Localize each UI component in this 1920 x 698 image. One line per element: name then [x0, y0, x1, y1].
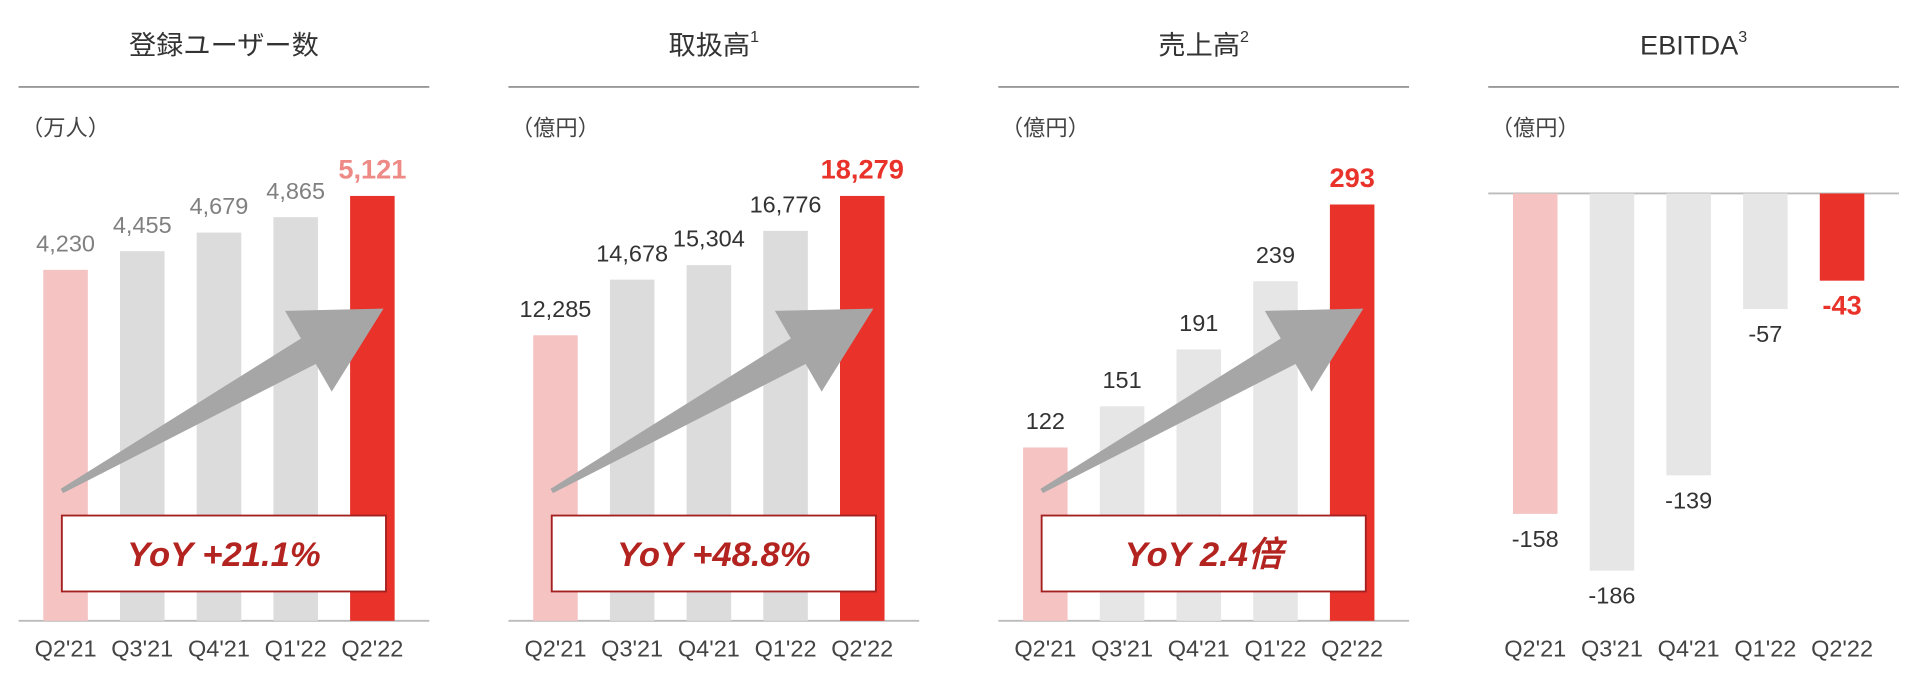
x-tick-label: Q1'22	[1734, 635, 1796, 661]
x-tick-label: Q1'22	[1244, 635, 1306, 661]
x-tick-label: Q4'21	[188, 635, 250, 661]
x-tick-label: Q1'22	[265, 635, 327, 661]
annotation-box	[1040, 514, 1367, 593]
chart-title: EBITDA3	[1640, 29, 1747, 61]
bar	[1589, 193, 1635, 571]
unit-label: （億円）	[1491, 116, 1580, 141]
x-tick-label: Q4'21	[678, 635, 740, 661]
x-tick-label: Q2'21	[35, 635, 97, 661]
value-label: 4,679	[190, 193, 249, 219]
unit-label: （億円）	[511, 116, 600, 141]
x-tick-label: Q2'21	[1504, 635, 1566, 661]
x-tick-label: Q4'21	[1168, 635, 1230, 661]
value-label: 293	[1329, 162, 1374, 193]
chart-title: 取扱高1	[669, 29, 760, 61]
bar	[1819, 193, 1865, 281]
x-tick-label: Q2'22	[1321, 635, 1383, 661]
value-label: 16,776	[750, 192, 822, 218]
title-note: 1	[750, 29, 759, 46]
x-tick-label: Q1'22	[755, 635, 817, 661]
chart-title-text: EBITDA	[1640, 30, 1738, 61]
title-note: 3	[1738, 29, 1747, 46]
x-tick-label: Q2'21	[524, 635, 586, 661]
x-tick-label: Q3'21	[1091, 635, 1153, 661]
x-tick-label: Q3'21	[1581, 635, 1643, 661]
annotation: YoY +21.1%	[127, 536, 320, 574]
bar	[1512, 193, 1558, 514]
value-label: 151	[1102, 367, 1141, 393]
value-label: -186	[1588, 583, 1635, 609]
value-label: -158	[1512, 526, 1559, 552]
x-tick-label: Q3'21	[601, 635, 663, 661]
value-label: 4,455	[113, 212, 172, 238]
x-tick-label: Q4'21	[1658, 635, 1720, 661]
trend-arrow	[60, 308, 384, 494]
bar	[1743, 193, 1788, 310]
chart-title: 売上高2	[1158, 29, 1249, 61]
value-label: 4,230	[36, 231, 95, 257]
annotation: YoY +48.8%	[617, 536, 810, 574]
annotation-box	[550, 514, 877, 593]
value-label: 14,678	[596, 240, 668, 266]
value-label: 12,285	[520, 296, 592, 322]
trend-arrow	[550, 308, 874, 494]
title-note: 2	[1240, 29, 1249, 46]
chart-title-text: 登録ユーザー数	[129, 30, 319, 61]
value-label: -57	[1748, 321, 1782, 347]
value-label: 239	[1256, 242, 1295, 268]
x-tick-label: Q2'22	[341, 635, 403, 661]
bar	[1666, 193, 1711, 476]
chart-title-text: 売上高	[1158, 30, 1240, 61]
value-label: 15,304	[673, 226, 745, 252]
x-tick-label: Q2'21	[1014, 635, 1076, 661]
value-label: 191	[1179, 310, 1218, 336]
x-tick-label: Q2'22	[831, 635, 893, 661]
value-label: 122	[1026, 408, 1065, 434]
x-tick-label: Q2'22	[1811, 635, 1873, 661]
value-label: 5,121	[338, 154, 406, 185]
x-tick-label: Q3'21	[111, 635, 173, 661]
chart-title: 登録ユーザー数	[129, 30, 319, 61]
value-label: 4,865	[266, 178, 325, 204]
value-label: 18,279	[821, 154, 904, 185]
unit-label: （億円）	[1001, 116, 1090, 141]
chart-title-text: 取扱高	[669, 30, 751, 61]
annotation-box	[60, 514, 387, 593]
value-label: -43	[1822, 290, 1861, 321]
trend-arrow	[1040, 308, 1364, 494]
unit-label: （万人）	[21, 116, 110, 141]
annotation: YoY 2.4倍	[1125, 536, 1287, 574]
value-label: -139	[1665, 488, 1712, 514]
